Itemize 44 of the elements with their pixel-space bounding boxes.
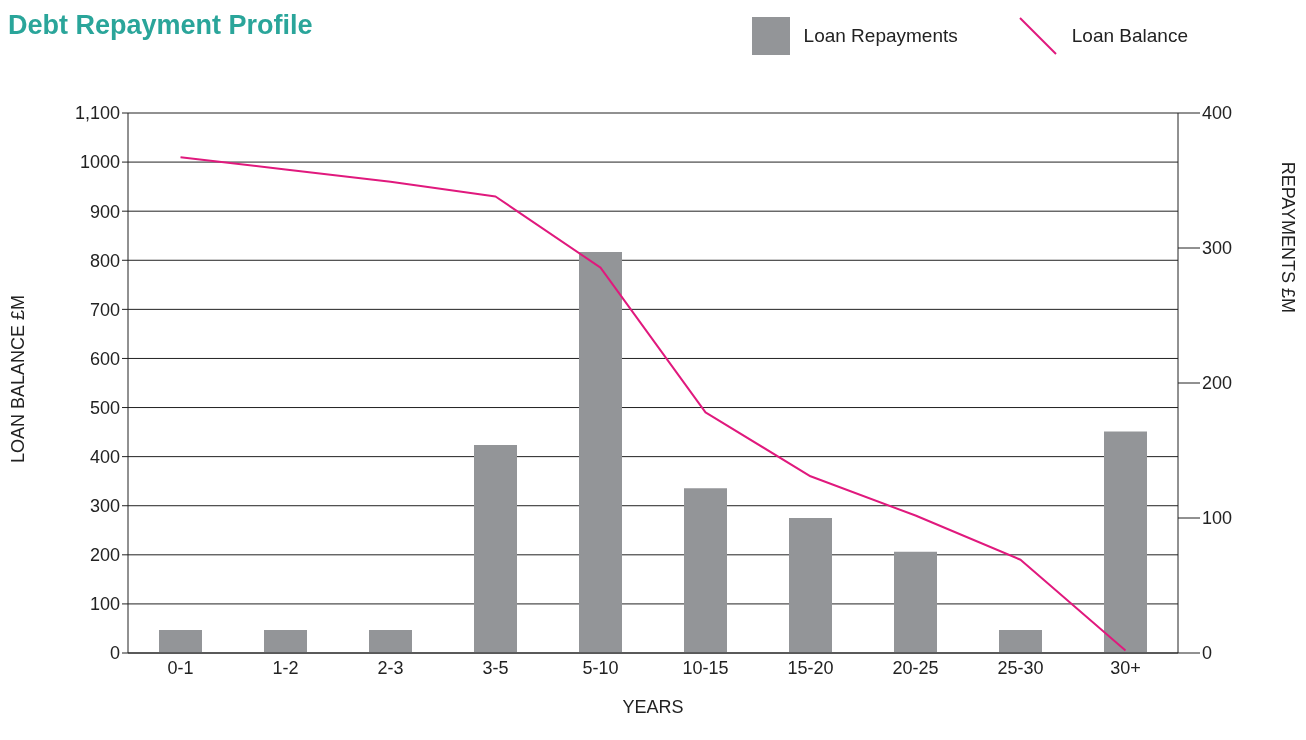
y-tick-label: 400 — [89, 447, 120, 468]
y-tick-label: 1,100 — [74, 103, 120, 124]
x-tick-label: 5-10 — [582, 657, 619, 678]
x-tick-label: 10-15 — [682, 657, 729, 678]
y-tick-label: 500 — [89, 397, 120, 418]
y2-tick-label: 400 — [1202, 103, 1233, 124]
x-tick-label: 30+ — [1110, 657, 1141, 678]
y-axis-title: LOAN BALANCE £M — [8, 294, 29, 463]
y-tick-label: 900 — [89, 201, 120, 222]
x-tick-label: 3-5 — [482, 657, 509, 678]
bar — [789, 518, 832, 653]
x-axis-title: YEARS — [622, 697, 684, 717]
y2-tick-label: 100 — [1202, 508, 1233, 529]
chart-title: Debt Repayment Profile — [8, 10, 313, 41]
x-tick-label: 0-1 — [167, 657, 194, 678]
bar — [474, 445, 517, 653]
y-tick-label: 300 — [89, 496, 120, 517]
y-tick-label: 600 — [89, 348, 120, 369]
y2-tick-label: 200 — [1202, 373, 1233, 394]
bar — [894, 551, 937, 653]
y-tick-label: 700 — [89, 299, 120, 320]
y-tick-label: 100 — [89, 594, 120, 615]
x-tick-label: 15-20 — [787, 657, 834, 678]
y-tick-label: 1000 — [79, 152, 120, 173]
x-tick-label: 2-3 — [377, 657, 404, 678]
legend-label: Loan Repayments — [803, 25, 958, 47]
line-series — [179, 156, 1127, 652]
bar — [1104, 431, 1147, 653]
legend-label: Loan Balance — [1071, 25, 1188, 47]
y-tick-label: 800 — [89, 250, 120, 271]
bar — [264, 630, 307, 653]
bar — [999, 630, 1042, 653]
bar — [159, 630, 202, 653]
y2-axis-title: REPAYMENTS £M — [1277, 161, 1298, 313]
x-tick-label: 1-2 — [272, 657, 299, 678]
y2-tick-label: 300 — [1202, 238, 1233, 259]
y-tick-label: 200 — [89, 545, 120, 566]
x-tick-label: 25-30 — [997, 657, 1044, 678]
x-tick-label: 20-25 — [892, 657, 939, 678]
bar — [369, 630, 412, 653]
bar — [684, 488, 727, 653]
bar — [579, 252, 622, 653]
y2-tick-label: 0 — [1202, 643, 1213, 664]
y-tick-label: 0 — [109, 643, 120, 664]
